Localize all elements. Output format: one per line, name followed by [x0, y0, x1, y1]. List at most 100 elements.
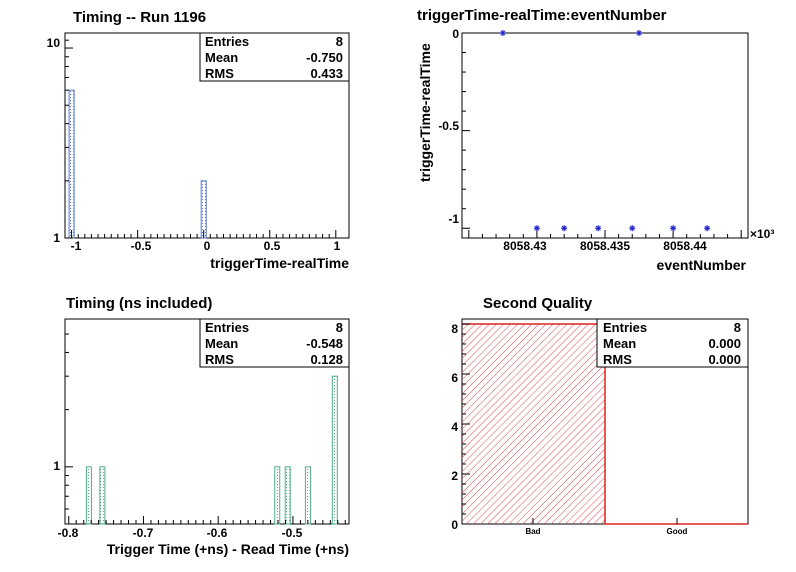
histogram-bar: [99, 466, 106, 525]
stats-box: Entries 8 Mean -0.750 RMS 0.433: [199, 32, 350, 82]
y-tick-label: 4: [451, 420, 458, 434]
panel-second-quality: Second Quality 0 2 4 6 8 Bad Good Entrie…: [451, 295, 749, 536]
data-point: [561, 225, 568, 232]
stats-rms-value: 0.000: [708, 352, 741, 367]
point-stroke: [534, 225, 540, 231]
stats-mean-label: Mean: [603, 336, 636, 351]
panel-trigger-vs-event: triggerTime-realTime:eventNumber 8058.43…: [417, 7, 774, 273]
panel-timing-run: Timing -- Run 1196 -1 -0.5 0 0.5 1 1 10 …: [47, 9, 350, 271]
point-stroke: [704, 225, 710, 231]
y-tick-label: 2: [451, 469, 458, 483]
x-tick-label: 8058.435: [580, 239, 630, 253]
stats-frame: [596, 318, 749, 368]
x-tick-label: 0: [204, 239, 211, 253]
category-label: Good: [667, 527, 688, 536]
stats-mean-label: Mean: [205, 50, 238, 65]
bars: [462, 323, 748, 525]
histogram-bar: [304, 466, 311, 525]
category-label: Bad: [525, 527, 540, 536]
stats-rms-label: RMS: [205, 66, 234, 81]
y-axis-title: triggerTime-realTime: [417, 43, 433, 182]
x-multiplier: ×10³: [750, 227, 774, 241]
points: [499, 30, 711, 232]
point-stroke: [636, 30, 642, 36]
x-tick-label: 8058.44: [663, 239, 707, 253]
data-point: [595, 225, 602, 232]
stats-frame: [199, 318, 350, 368]
x-tick-label: -0.5: [282, 526, 303, 540]
x-tick-label: 1: [334, 239, 341, 253]
data-point: [499, 30, 506, 36]
y-tick-label: 1: [53, 459, 60, 473]
x-axis: [71, 230, 337, 238]
stats-box: Entries 8 Mean 0.000 RMS 0.000: [596, 318, 749, 368]
stats-mean-value: 0.000: [708, 336, 741, 351]
x-axis: [468, 230, 742, 238]
stats-entries-label: Entries: [205, 320, 249, 335]
y-tick-label: -0.5: [438, 119, 459, 133]
y-tick-label: 1: [53, 231, 60, 245]
y-tick-label: -1: [448, 212, 459, 226]
y-axis: [65, 32, 73, 239]
y-tick-label: 8: [451, 322, 458, 336]
histogram-bar: [68, 89, 75, 239]
stats-entries-label: Entries: [205, 34, 249, 49]
y-tick-label: 0: [452, 27, 459, 41]
plot-frame: [461, 32, 749, 239]
x-tick-label: -1: [71, 239, 82, 253]
histogram-bar: [85, 466, 92, 525]
stats-entries-label: Entries: [603, 320, 647, 335]
stats-mean-value: -0.548: [306, 336, 343, 351]
stats-mean-label: Mean: [205, 336, 238, 351]
data-point: [629, 225, 636, 232]
stats-frame: [199, 32, 350, 82]
panel-timing-ns: Timing (ns included) -0.8 -0.7 -0.6 -0.5…: [53, 295, 350, 557]
stats-rms-label: RMS: [603, 352, 632, 367]
x-tick-label: -0.5: [131, 239, 152, 253]
data-point: [670, 225, 677, 232]
bars: [85, 375, 338, 525]
histogram-bar: [284, 466, 291, 525]
chart-title: triggerTime-realTime:eventNumber: [417, 7, 667, 24]
point-stroke: [670, 225, 676, 231]
x-axis-title: triggerTime-realTime: [210, 255, 349, 271]
stats-entries-value: 8: [734, 320, 741, 335]
y-tick-label: 6: [451, 371, 458, 385]
stats-entries-value: 8: [336, 320, 343, 335]
chart-title: Timing (ns included): [66, 295, 212, 312]
histogram-bar: [274, 466, 281, 525]
stats-rms-label: RMS: [205, 352, 234, 367]
x-tick-label: 8058.43: [503, 239, 547, 253]
chart-title: Second Quality: [483, 295, 593, 312]
stats-mean-value: -0.750: [306, 50, 343, 65]
stats-box: Entries 8 Mean -0.548 RMS 0.128: [199, 318, 350, 368]
stats-rms-value: 0.128: [310, 352, 343, 367]
data-point: [704, 225, 711, 232]
point-stroke: [595, 225, 601, 231]
chart-title: Timing -- Run 1196: [73, 9, 206, 26]
bars: [68, 89, 207, 239]
data-point: [636, 30, 643, 36]
histogram-bar: [462, 324, 605, 524]
histogram-bar: [200, 180, 207, 239]
x-axis-title: Trigger Time (+ns) - Read Time (+ns): [107, 541, 349, 557]
point-stroke: [561, 225, 567, 231]
stats-entries-value: 8: [336, 34, 343, 49]
data-point: [533, 225, 540, 232]
y-axis: [65, 318, 73, 525]
y-tick-label: 0: [451, 518, 458, 532]
x-tick-label: -0.7: [133, 526, 154, 540]
histogram-bar: [331, 375, 338, 525]
stats-rms-value: 0.433: [310, 66, 343, 81]
y-axis: [462, 32, 470, 229]
y-tick-label: 10: [47, 36, 61, 50]
point-stroke: [629, 225, 635, 231]
point-stroke: [500, 30, 506, 36]
x-tick-label: -0.8: [58, 526, 79, 540]
x-tick-label: 0.5: [264, 239, 281, 253]
x-tick-label: -0.6: [207, 526, 228, 540]
x-axis-title: eventNumber: [657, 257, 747, 273]
y-axis: [462, 323, 678, 525]
x-axis: [68, 516, 346, 524]
